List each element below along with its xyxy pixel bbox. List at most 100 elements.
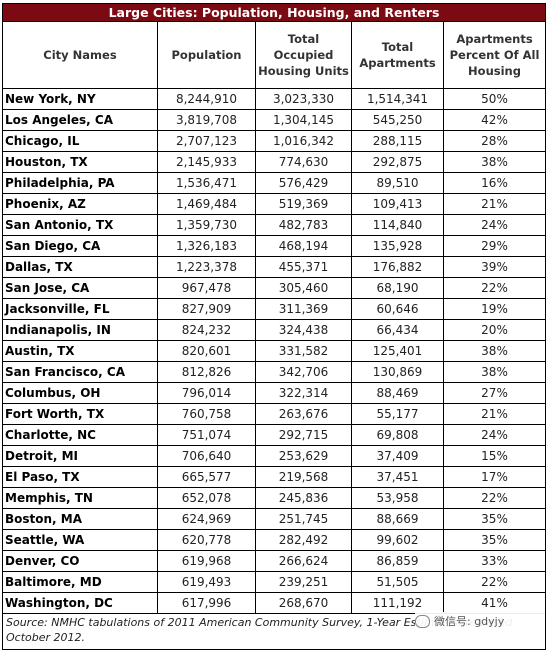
cell-occupied-units: 1,016,342 (255, 130, 352, 152)
cell-apartments: 135,928 (351, 235, 444, 257)
cell-apartments-percent: 29% (442, 235, 547, 257)
cell-apartments-percent: 38% (442, 340, 547, 362)
table-row: Denver, CO 619,968 266,624 86,859 33% (2, 550, 547, 572)
cell-apartments: 37,451 (351, 466, 444, 488)
table-row: Indianapolis, IN 824,232 324,438 66,434 20% (2, 319, 547, 341)
cell-population: 827,909 (157, 298, 256, 320)
table-row: Charlotte, NC 751,074 292,715 69,808 24% (2, 424, 547, 446)
watermark: 微信号: gdyjy (415, 612, 545, 630)
cell-apartments-percent: 27% (442, 382, 547, 404)
cell-apartments: 111,192 (351, 592, 444, 614)
table-row: Boston, MA 624,969 251,745 88,669 35% (2, 508, 547, 530)
cell-apartments: 88,669 (351, 508, 444, 530)
header-occupied-units: Total Occupied Housing Units (255, 21, 352, 89)
cell-apartments: 99,602 (351, 529, 444, 551)
header-city-names: City Names (2, 21, 158, 89)
table-row: Los Angeles, CA 3,819,708 1,304,145 545,250… (2, 109, 547, 131)
cell-apartments: 55,177 (351, 403, 444, 425)
cell-population: 620,778 (157, 529, 256, 551)
cell-city-name: Baltimore, MD (2, 571, 158, 593)
cell-city-name: Washington, DC (2, 592, 158, 614)
cell-population: 796,014 (157, 382, 256, 404)
cell-apartments: 88,469 (351, 382, 444, 404)
cell-population: 665,577 (157, 466, 256, 488)
table-row: Baltimore, MD 619,493 239,251 51,505 22% (2, 571, 547, 593)
cell-population: 706,640 (157, 445, 256, 467)
cell-city-name: New York, NY (2, 88, 158, 110)
cell-apartments-percent: 24% (442, 424, 547, 446)
cell-occupied-units: 519,369 (255, 193, 352, 215)
cell-occupied-units: 1,304,145 (255, 109, 352, 131)
cell-apartments: 89,510 (351, 172, 444, 194)
cell-apartments: 130,869 (351, 361, 444, 383)
cell-city-name: Columbus, OH (2, 382, 158, 404)
cell-population: 751,074 (157, 424, 256, 446)
cell-apartments-percent: 19% (442, 298, 547, 320)
table-row: Columbus, OH 796,014 322,314 88,469 27% (2, 382, 547, 404)
cell-city-name: Philadelphia, PA (2, 172, 158, 194)
watermark-text: 微信号: gdyjy (434, 615, 505, 628)
cell-city-name: Denver, CO (2, 550, 158, 572)
cell-apartments: 51,505 (351, 571, 444, 593)
cell-apartments: 125,401 (351, 340, 444, 362)
table-row: Fort Worth, TX 760,758 263,676 55,177 21% (2, 403, 547, 425)
cell-occupied-units: 282,492 (255, 529, 352, 551)
cell-apartments: 69,808 (351, 424, 444, 446)
cell-population: 1,326,183 (157, 235, 256, 257)
table-row: San Jose, CA 967,478 305,460 68,190 22% (2, 277, 547, 299)
cell-occupied-units: 251,745 (255, 508, 352, 530)
cell-apartments-percent: 41% (442, 592, 547, 614)
cell-apartments-percent: 16% (442, 172, 547, 194)
cell-occupied-units: 324,438 (255, 319, 352, 341)
cell-apartments-percent: 21% (442, 193, 547, 215)
cell-apartments-percent: 42% (442, 109, 547, 131)
cell-population: 617,996 (157, 592, 256, 614)
cell-apartments-percent: 22% (442, 487, 547, 509)
cell-occupied-units: 468,194 (255, 235, 352, 257)
cell-city-name: San Diego, CA (2, 235, 158, 257)
cell-apartments-percent: 39% (442, 256, 547, 278)
cell-occupied-units: 3,023,330 (255, 88, 352, 110)
table-row: Philadelphia, PA 1,536,471 576,429 89,510 16… (2, 172, 547, 194)
cell-apartments-percent: 33% (442, 550, 547, 572)
cell-population: 2,707,123 (157, 130, 256, 152)
cell-apartments-percent: 35% (442, 508, 547, 530)
cell-city-name: El Paso, TX (2, 466, 158, 488)
cell-population: 624,969 (157, 508, 256, 530)
cell-city-name: Austin, TX (2, 340, 158, 362)
cell-city-name: San Jose, CA (2, 277, 158, 299)
table-row: Phoenix, AZ 1,469,484 519,369 109,413 21% (2, 193, 547, 215)
cell-apartments-percent: 22% (442, 571, 547, 593)
cell-apartments-percent: 17% (442, 466, 547, 488)
cell-population: 619,968 (157, 550, 256, 572)
table-row: San Antonio, TX 1,359,730 482,783 114,840 24… (2, 214, 547, 236)
cell-apartments: 114,840 (351, 214, 444, 236)
cell-city-name: Jacksonville, FL (2, 298, 158, 320)
table-row: San Diego, CA 1,326,183 468,194 135,928 29% (2, 235, 547, 257)
cities-table: Large Cities: Population, Housing, and R… (1, 3, 547, 650)
cell-population: 824,232 (157, 319, 256, 341)
cell-population: 652,078 (157, 487, 256, 509)
cell-occupied-units: 774,630 (255, 151, 352, 173)
cell-apartments-percent: 50% (442, 88, 547, 110)
cell-occupied-units: 266,624 (255, 550, 352, 572)
cell-apartments: 109,413 (351, 193, 444, 215)
cell-apartments: 1,514,341 (351, 88, 444, 110)
cell-occupied-units: 245,836 (255, 487, 352, 509)
cell-population: 967,478 (157, 277, 256, 299)
cell-city-name: San Francisco, CA (2, 361, 158, 383)
table-body: New York, NY 8,244,910 3,023,330 1,514,341 5… (2, 88, 547, 614)
cell-occupied-units: 455,371 (255, 256, 352, 278)
cell-city-name: Fort Worth, TX (2, 403, 158, 425)
cell-occupied-units: 331,582 (255, 340, 352, 362)
table-row: Seattle, WA 620,778 282,492 99,602 35% (2, 529, 547, 551)
cell-occupied-units: 305,460 (255, 277, 352, 299)
cell-city-name: Charlotte, NC (2, 424, 158, 446)
cell-occupied-units: 253,629 (255, 445, 352, 467)
cell-apartments: 176,882 (351, 256, 444, 278)
cell-city-name: San Antonio, TX (2, 214, 158, 236)
cell-population: 8,244,910 (157, 88, 256, 110)
cell-city-name: Chicago, IL (2, 130, 158, 152)
wechat-icon (415, 614, 430, 628)
table-row: Dallas, TX 1,223,378 455,371 176,882 39% (2, 256, 547, 278)
